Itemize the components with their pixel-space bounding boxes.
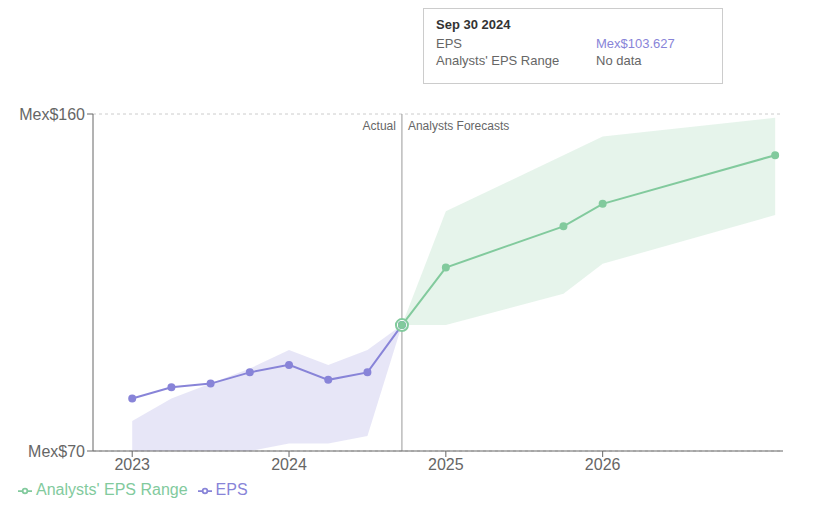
html-text:EPS: EPS [215,481,248,498]
svg-text:Actual: Actual [363,119,396,133]
svg-text:2025: 2025 [428,456,464,473]
svg-text:Mex$160: Mex$160 [19,106,85,123]
html-text:No data: No data [596,53,642,68]
svg-text:2026: 2026 [585,456,621,473]
html-text:Mex$103.627: Mex$103.627 [596,36,675,51]
svg-text:2023: 2023 [114,456,150,473]
svg-text:Mex$70: Mex$70 [28,443,85,460]
html-text:EPS: EPS [436,36,462,51]
svg-text:2024: 2024 [271,456,307,473]
html-text:Analysts' EPS Range: Analysts' EPS Range [36,481,188,498]
html-text:Sep 30 2024: Sep 30 2024 [436,17,511,32]
html-text:Analysts' EPS Range: Analysts' EPS Range [436,53,560,68]
svg-text:Analysts Forecasts: Analysts Forecasts [408,119,509,133]
